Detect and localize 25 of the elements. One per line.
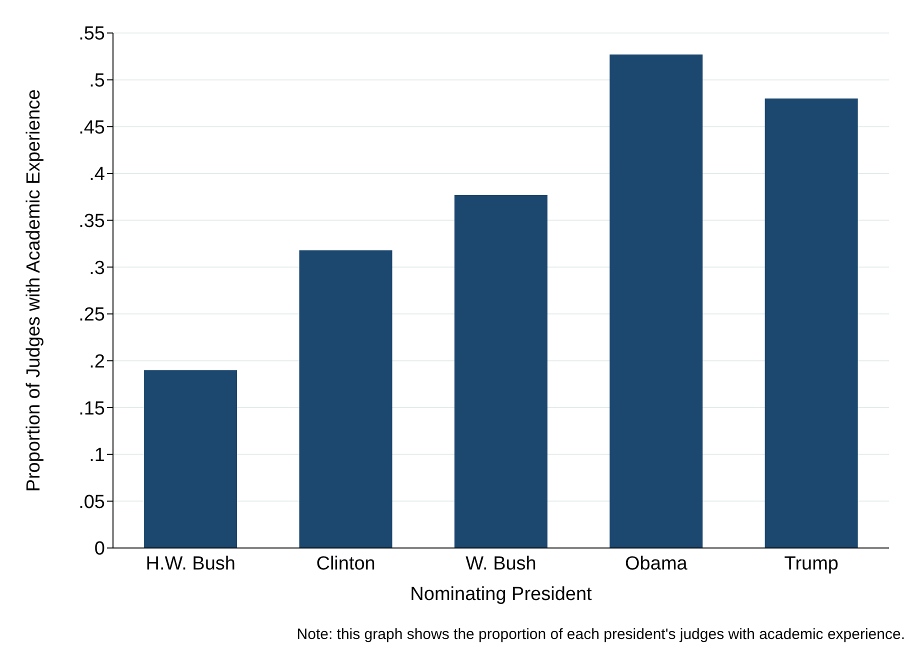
y-tick-label: .35 — [78, 211, 105, 232]
y-tick-label: .25 — [78, 304, 105, 326]
x-axis-title: Nominating President — [410, 584, 593, 605]
y-axis-title: Proportion of Judges with Academic Experience — [24, 89, 45, 492]
bar — [454, 194, 548, 548]
bar — [299, 250, 392, 548]
bar — [144, 370, 238, 548]
y-tick-label: .1 — [89, 445, 105, 466]
y-tick-label: .4 — [89, 164, 106, 186]
bar — [764, 98, 858, 548]
x-tick-label: Trump — [784, 553, 838, 574]
y-tick-label: .15 — [78, 398, 105, 420]
x-tick-label: H.W. Bush — [146, 553, 236, 574]
y-tick-label: .2 — [89, 351, 105, 372]
x-tick-label: W. Bush — [466, 553, 536, 574]
text: Note: this graph shows the proportion of each president's judges with academic experience. — [296, 626, 906, 643]
y-tick-label: .45 — [78, 117, 105, 138]
y-tick-label: .55 — [78, 24, 105, 45]
y-tick-label: .3 — [89, 258, 105, 279]
x-tick-label: Obama — [625, 553, 688, 574]
y-tick-label: .05 — [78, 492, 105, 513]
bar — [610, 54, 703, 548]
y-tick-label: .5 — [89, 70, 105, 92]
x-tick-label: Clinton — [316, 553, 376, 574]
y-tick-label: 0 — [94, 538, 105, 560]
